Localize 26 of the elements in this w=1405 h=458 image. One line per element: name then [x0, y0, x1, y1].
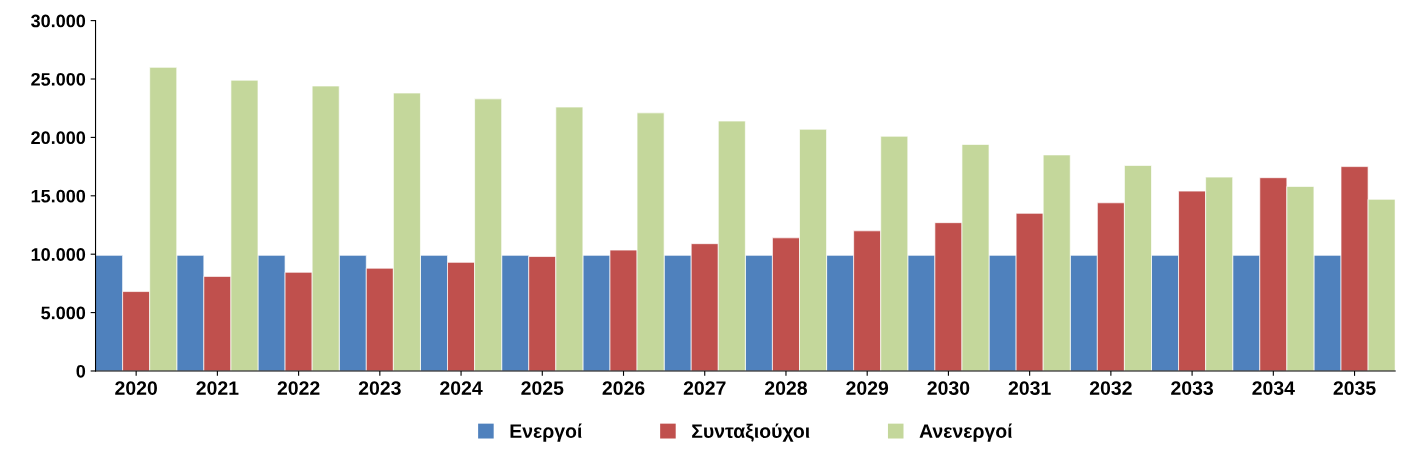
x-tick-label: 2030	[927, 381, 970, 396]
x-tick-label: 2026	[602, 381, 645, 395]
y-tick-label: 15.000	[31, 189, 86, 203]
y-tick-label: 25.000	[31, 72, 86, 86]
legend-label: Ενεργοί	[510, 423, 582, 442]
y-tick-label: 30.000	[31, 14, 86, 28]
y-tick-label: 10.000	[31, 248, 86, 261]
x-tick-label: 2034	[1252, 381, 1295, 396]
y-tick-label: 0	[76, 364, 86, 378]
x-tick-label: 2031	[1008, 381, 1051, 396]
x-tick-label: 2020	[115, 381, 157, 395]
legend-label: Συνταξιούχοι	[692, 423, 810, 442]
y-tick-label: 20.000	[31, 131, 86, 145]
x-tick-label: 2024	[440, 381, 483, 395]
y-tick-label: 5.000	[41, 306, 86, 320]
x-tick-label: 2032	[1089, 381, 1132, 396]
x-tick-label: 2028	[765, 381, 807, 395]
x-tick-label: 2022	[277, 381, 320, 395]
x-tick-label: 2033	[1171, 381, 1214, 396]
x-tick-label: 2021	[196, 381, 239, 395]
x-tick-label: 2023	[358, 381, 401, 396]
x-tick-label: 2025	[521, 381, 564, 395]
legend-label: Ανενεργοί	[919, 423, 1012, 442]
x-tick-label: 2029	[846, 381, 889, 395]
x-tick-label: 2035	[1333, 381, 1376, 396]
x-tick-label: 2027	[683, 381, 726, 395]
